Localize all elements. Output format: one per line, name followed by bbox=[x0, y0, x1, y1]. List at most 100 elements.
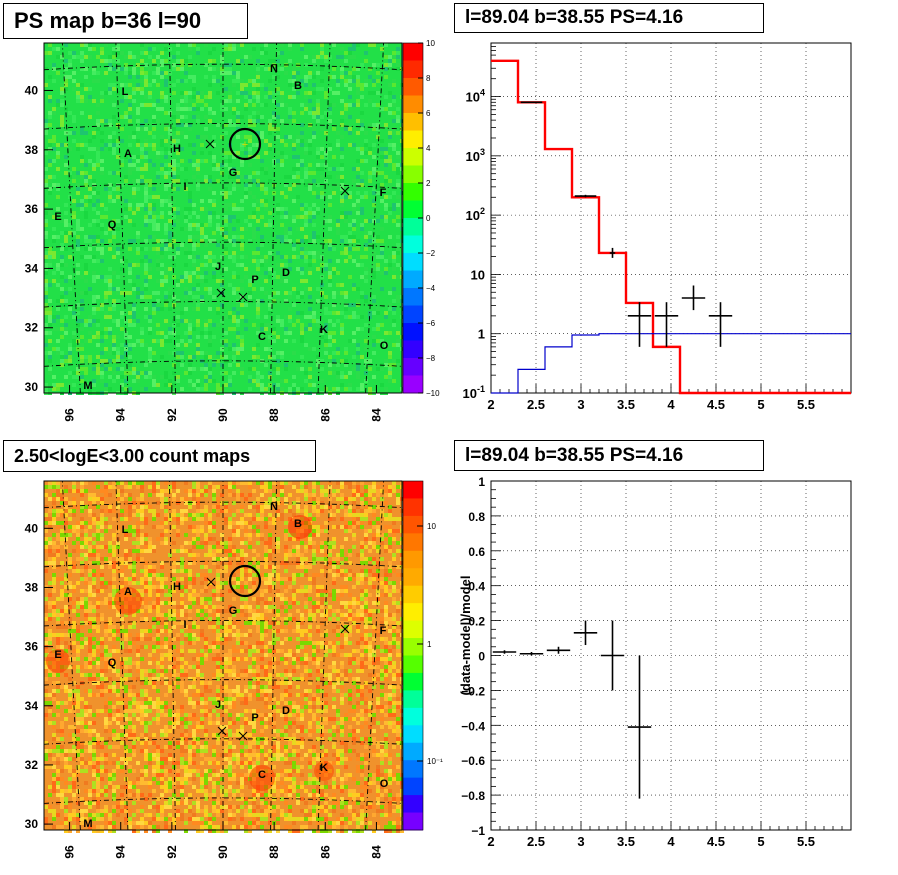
colorbar-swatch bbox=[403, 113, 423, 131]
colorbar-swatch bbox=[403, 130, 423, 149]
x-tick-label: 84 bbox=[369, 845, 383, 859]
grid-meridian bbox=[61, 42, 81, 394]
colorbar-swatch bbox=[403, 550, 423, 569]
colorbar-label: 10 bbox=[427, 522, 436, 531]
x-tick-label: 94 bbox=[114, 408, 128, 422]
colorbar-swatch bbox=[403, 568, 423, 587]
source-label-D: D bbox=[282, 705, 290, 717]
x-tick-label: 5.5 bbox=[797, 834, 815, 849]
colorbar-swatch bbox=[403, 812, 423, 831]
x-tick-label: 4.5 bbox=[707, 834, 725, 849]
colorbar-swatch bbox=[403, 481, 423, 499]
y-tick-label: 36 bbox=[25, 202, 39, 216]
colorbar-label: −2 bbox=[426, 249, 436, 258]
colorbar-label: −4 bbox=[426, 284, 436, 293]
colorbar-swatch bbox=[403, 603, 423, 622]
x-tick-label: 86 bbox=[318, 845, 332, 859]
x-tick-label: 2.5 bbox=[527, 834, 545, 849]
colorbar-frame bbox=[402, 480, 424, 831]
y-tick-label: 32 bbox=[25, 321, 39, 335]
colorbar-swatch bbox=[403, 253, 423, 271]
colorbar-swatch bbox=[403, 690, 423, 709]
grid-meridian bbox=[317, 42, 331, 394]
colorbar-swatch bbox=[403, 270, 423, 289]
source-label-E: E bbox=[54, 649, 61, 661]
y-tick-label: −0.8 bbox=[461, 789, 485, 803]
colorbar-swatch bbox=[403, 672, 423, 691]
x-tick-label: 3 bbox=[577, 397, 584, 412]
y-tick-label: −1 bbox=[471, 824, 485, 838]
y-tick-label: 30 bbox=[25, 380, 39, 394]
y-tick-label: 10 bbox=[471, 267, 485, 282]
residual-panel bbox=[490, 480, 852, 831]
x-tick-label: 92 bbox=[165, 408, 179, 422]
source-label-O: O bbox=[380, 340, 389, 352]
coordinate-grid bbox=[43, 480, 403, 831]
source-label-H: H bbox=[173, 581, 181, 593]
source-label-P: P bbox=[251, 274, 258, 286]
colorbar-label: 1 bbox=[427, 640, 432, 649]
map-panel-counts bbox=[43, 480, 424, 833]
source-label-L: L bbox=[122, 524, 129, 536]
y-axis-label: (data-model)/model bbox=[458, 576, 473, 696]
source-label-J: J bbox=[215, 261, 221, 273]
grid-meridian bbox=[115, 480, 129, 831]
x-tick-label: 94 bbox=[114, 845, 128, 859]
colorbar-swatch bbox=[403, 288, 423, 306]
source-label-F: F bbox=[380, 187, 387, 199]
y-tick-label: 40 bbox=[25, 521, 39, 535]
colorbar-swatch bbox=[403, 200, 423, 219]
colorbar-swatch bbox=[403, 498, 423, 517]
source-cross bbox=[217, 726, 227, 736]
source-label-N: N bbox=[270, 63, 278, 75]
x-tick-label: 88 bbox=[267, 845, 281, 859]
source-hotspot bbox=[288, 515, 312, 539]
colorbar-swatch bbox=[403, 358, 423, 376]
colorbar-swatch bbox=[403, 777, 423, 796]
grid-meridian bbox=[270, 42, 277, 394]
background-line bbox=[491, 333, 851, 394]
source-label-L: L bbox=[122, 86, 129, 98]
colorbar-label: 2 bbox=[426, 179, 431, 188]
x-tick-label: 92 bbox=[165, 845, 179, 859]
source-label-P: P bbox=[251, 712, 258, 724]
y-tick-label: 38 bbox=[25, 580, 39, 594]
x-tick-label: 5 bbox=[757, 397, 764, 412]
source-hotspot bbox=[314, 761, 334, 781]
colorbar-label: 0 bbox=[426, 214, 431, 223]
colorbar-swatch bbox=[403, 638, 423, 656]
colorbar-swatch bbox=[403, 655, 423, 674]
colorbar-swatch bbox=[403, 515, 423, 534]
source-cross bbox=[238, 731, 248, 741]
coordinate-grid bbox=[43, 42, 403, 394]
colorbar-swatch bbox=[403, 165, 423, 184]
source-label-G: G bbox=[229, 167, 238, 179]
x-tick-label: 4.5 bbox=[707, 397, 725, 412]
grid-meridian bbox=[169, 480, 176, 831]
colorbar-label: 8 bbox=[426, 74, 431, 83]
source-label-K: K bbox=[320, 762, 328, 774]
grid-meridian bbox=[317, 480, 331, 831]
colorbar-swatch bbox=[403, 375, 423, 394]
y-tick-label: 1 bbox=[478, 327, 485, 342]
y-tick-label: 38 bbox=[25, 143, 39, 157]
x-tick-label: 86 bbox=[318, 408, 332, 422]
source-label-E: E bbox=[54, 211, 61, 223]
colorbar-label: −8 bbox=[426, 354, 436, 363]
colorbar-swatch bbox=[403, 183, 423, 201]
candidate-circle bbox=[228, 127, 262, 161]
source-label-O: O bbox=[380, 778, 389, 790]
source-label-M: M bbox=[83, 818, 92, 830]
colorbar-swatch bbox=[403, 742, 423, 761]
map1-title: PS map b=36 l=90 bbox=[3, 3, 248, 39]
x-tick-label: 5 bbox=[757, 834, 764, 849]
spectrum-panel bbox=[490, 42, 852, 395]
colorbar-label: 6 bbox=[426, 109, 431, 118]
y-tick-label: −0.6 bbox=[461, 754, 485, 768]
grid-meridian bbox=[365, 480, 385, 831]
source-label-N: N bbox=[270, 501, 278, 513]
source-label-Q: Q bbox=[108, 657, 117, 669]
grid-meridian bbox=[169, 42, 176, 394]
x-tick-label: 5.5 bbox=[797, 397, 815, 412]
